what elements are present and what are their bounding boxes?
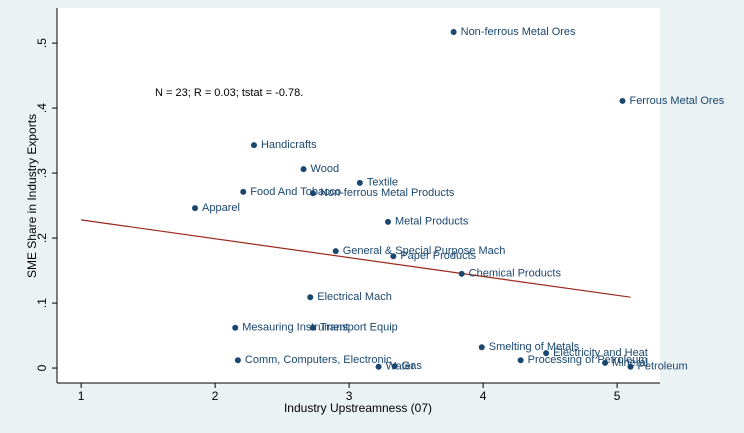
point-label: Comm, Computers, Electronic	[245, 354, 392, 366]
point	[232, 324, 239, 331]
x-tick-label: 1	[78, 389, 85, 403]
y-tick-label: .1	[35, 298, 49, 308]
point	[391, 363, 398, 370]
point	[375, 363, 382, 370]
point	[240, 188, 247, 195]
point	[627, 363, 634, 370]
point	[332, 248, 339, 255]
y-tick-label: .4	[35, 103, 49, 113]
plot-area	[57, 8, 660, 383]
point	[478, 344, 485, 351]
fit-line	[81, 219, 631, 298]
point	[602, 359, 609, 366]
point	[309, 324, 316, 331]
x-tick-label: 2	[212, 389, 219, 403]
point-label: Mineral	[612, 357, 648, 369]
annotation: N = 23; R = 0.03; tstat = -0.78.	[155, 87, 303, 99]
point	[300, 166, 307, 173]
point-label: Chemical Products	[469, 268, 562, 280]
point-label: Handicrafts	[261, 139, 317, 151]
point-label: Smelting of Metals	[489, 341, 580, 353]
point-label: Electrical Mach	[317, 291, 392, 303]
point	[517, 357, 524, 364]
x-tick-label: 5	[614, 389, 621, 403]
point-label: Processing of Petroleum	[528, 354, 648, 366]
point-label: General & Special Purpose Mach	[343, 245, 506, 257]
point-label: Transport Equip	[320, 322, 398, 334]
point	[450, 29, 457, 36]
point	[458, 270, 465, 277]
point-label: Non-ferrous Metal Products	[320, 187, 455, 199]
point-label: Non-ferrous Metal Ores	[461, 26, 576, 38]
point-label: Textile	[367, 177, 398, 189]
point	[192, 205, 199, 212]
point	[543, 350, 550, 357]
point	[234, 357, 241, 364]
point	[390, 253, 397, 260]
y-tick-label: 0	[35, 364, 49, 371]
point-label: Paper Products	[400, 250, 476, 262]
point-label: Food And Tobacco	[250, 186, 341, 198]
point	[384, 218, 391, 225]
point	[619, 97, 626, 104]
point-label: Ferrous Metal Ores	[629, 95, 724, 107]
point-label: Electricity and Heat	[553, 347, 648, 359]
point-label: Water	[386, 361, 415, 373]
y-tick-label: .2	[35, 233, 49, 243]
point-label: Apparel	[202, 202, 240, 214]
y-axis-title: SME Share in Industry Exports	[25, 114, 39, 278]
point	[309, 190, 316, 197]
x-axis-title: Industry Upstreamness (07)	[284, 401, 432, 415]
point	[250, 142, 257, 149]
x-tick-label: 3	[346, 389, 353, 403]
point-label: Petroleum	[638, 361, 688, 373]
x-tick-label: 4	[480, 389, 487, 403]
point-label: Mesauring Instrument	[242, 322, 348, 334]
y-tick-label: .3	[35, 168, 49, 178]
point	[307, 294, 314, 301]
point-label: Gas	[402, 360, 423, 372]
point	[356, 179, 363, 186]
point-label: Wood	[311, 163, 340, 175]
point-label: Metal Products	[395, 216, 469, 228]
y-tick-label: .5	[35, 38, 49, 48]
